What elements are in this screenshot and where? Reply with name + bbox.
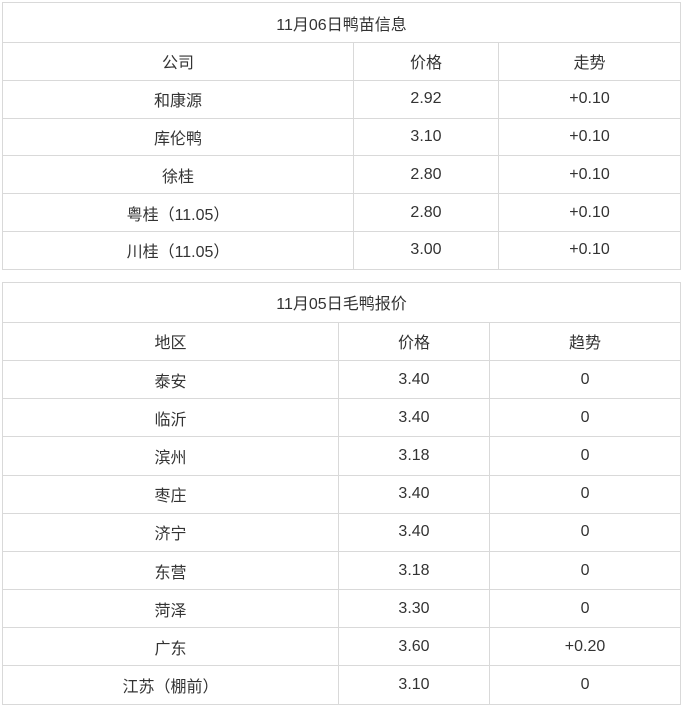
trend-cell: 0 bbox=[488, 359, 682, 400]
price-cell: 2.92 bbox=[353, 79, 499, 119]
trend-cell: +0.10 bbox=[497, 79, 682, 119]
trend-cell: +0.10 bbox=[497, 117, 682, 157]
price-cell: 2.80 bbox=[353, 193, 499, 232]
company-header: 公司 bbox=[2, 42, 354, 81]
table-row: 川桂（11.05） 3.00 +0.10 bbox=[2, 230, 682, 270]
region-cell: 临沂 bbox=[2, 398, 339, 438]
trend-cell: 0 bbox=[488, 436, 682, 476]
price-cell: 3.18 bbox=[338, 436, 490, 476]
table-row: 泰安 3.40 0 bbox=[2, 359, 682, 400]
price-cell: 3.10 bbox=[353, 117, 499, 157]
table-row: 枣庄 3.40 0 bbox=[2, 474, 682, 514]
table-row: 东营 3.18 0 bbox=[2, 550, 682, 591]
price-cell: 3.60 bbox=[338, 627, 490, 667]
table-title: 11月05日毛鸭报价 bbox=[1, 281, 682, 323]
price-header: 价格 bbox=[338, 321, 490, 361]
region-cell: 广东 bbox=[2, 627, 339, 667]
company-cell: 徐桂 bbox=[2, 155, 354, 195]
table-title-row: 11月05日毛鸭报价 bbox=[1, 281, 682, 323]
live-duck-quote-table: 11月05日毛鸭报价 地区 价格 趋势 泰安 3.40 0 临沂 3.40 0 … bbox=[1, 281, 682, 705]
trend-cell: +0.20 bbox=[488, 627, 682, 667]
table-header-row: 公司 价格 走势 bbox=[2, 42, 682, 81]
company-cell: 粤桂（11.05） bbox=[2, 193, 354, 232]
table-header-row: 地区 价格 趋势 bbox=[2, 321, 682, 361]
trend-cell: +0.10 bbox=[497, 230, 682, 270]
trend-header: 走势 bbox=[497, 42, 682, 81]
trend-cell: 0 bbox=[488, 665, 682, 705]
table-row: 和康源 2.92 +0.10 bbox=[2, 79, 682, 119]
price-cell: 2.80 bbox=[353, 155, 499, 195]
trend-cell: 0 bbox=[488, 398, 682, 438]
trend-cell: 0 bbox=[488, 589, 682, 629]
table-row: 库伦鸭 3.10 +0.10 bbox=[2, 117, 682, 157]
price-cell: 3.40 bbox=[338, 512, 490, 552]
region-cell: 济宁 bbox=[2, 512, 339, 552]
price-cell: 3.30 bbox=[338, 589, 490, 629]
table-row: 粤桂（11.05） 2.80 +0.10 bbox=[2, 193, 682, 232]
price-cell: 3.40 bbox=[338, 474, 490, 514]
table-row: 菏泽 3.30 0 bbox=[2, 589, 682, 629]
trend-header: 趋势 bbox=[488, 321, 682, 361]
table-gap bbox=[2, 270, 680, 282]
company-cell: 库伦鸭 bbox=[2, 117, 354, 157]
price-cell: 3.40 bbox=[338, 359, 490, 400]
table-row: 广东 3.60 +0.20 bbox=[2, 627, 682, 667]
table-row: 徐桂 2.80 +0.10 bbox=[2, 155, 682, 195]
company-cell: 川桂（11.05） bbox=[2, 230, 354, 270]
table-row: 临沂 3.40 0 bbox=[2, 398, 682, 438]
region-header: 地区 bbox=[2, 321, 339, 361]
trend-cell: 0 bbox=[488, 512, 682, 552]
region-cell: 枣庄 bbox=[2, 474, 339, 514]
region-cell: 东营 bbox=[2, 550, 339, 591]
table-title-row: 11月06日鸭苗信息 bbox=[1, 2, 682, 43]
trend-cell: 0 bbox=[488, 474, 682, 514]
table-row: 济宁 3.40 0 bbox=[2, 512, 682, 552]
duckling-info-table: 11月06日鸭苗信息 公司 价格 走势 和康源 2.92 +0.10 库伦鸭 3… bbox=[1, 2, 682, 270]
company-cell: 和康源 bbox=[2, 79, 354, 119]
table-row: 江苏（棚前） 3.10 0 bbox=[2, 665, 682, 705]
table-row: 滨州 3.18 0 bbox=[2, 436, 682, 476]
price-cell: 3.18 bbox=[338, 550, 490, 591]
price-cell: 3.40 bbox=[338, 398, 490, 438]
price-cell: 3.10 bbox=[338, 665, 490, 705]
trend-cell: +0.10 bbox=[497, 193, 682, 232]
price-cell: 3.00 bbox=[353, 230, 499, 270]
table-title: 11月06日鸭苗信息 bbox=[1, 2, 682, 43]
region-cell: 滨州 bbox=[2, 436, 339, 476]
region-cell: 泰安 bbox=[2, 359, 339, 400]
region-cell: 江苏（棚前） bbox=[2, 665, 339, 705]
price-header: 价格 bbox=[353, 42, 499, 81]
trend-cell: +0.10 bbox=[497, 155, 682, 195]
region-cell: 菏泽 bbox=[2, 589, 339, 629]
trend-cell: 0 bbox=[488, 550, 682, 591]
